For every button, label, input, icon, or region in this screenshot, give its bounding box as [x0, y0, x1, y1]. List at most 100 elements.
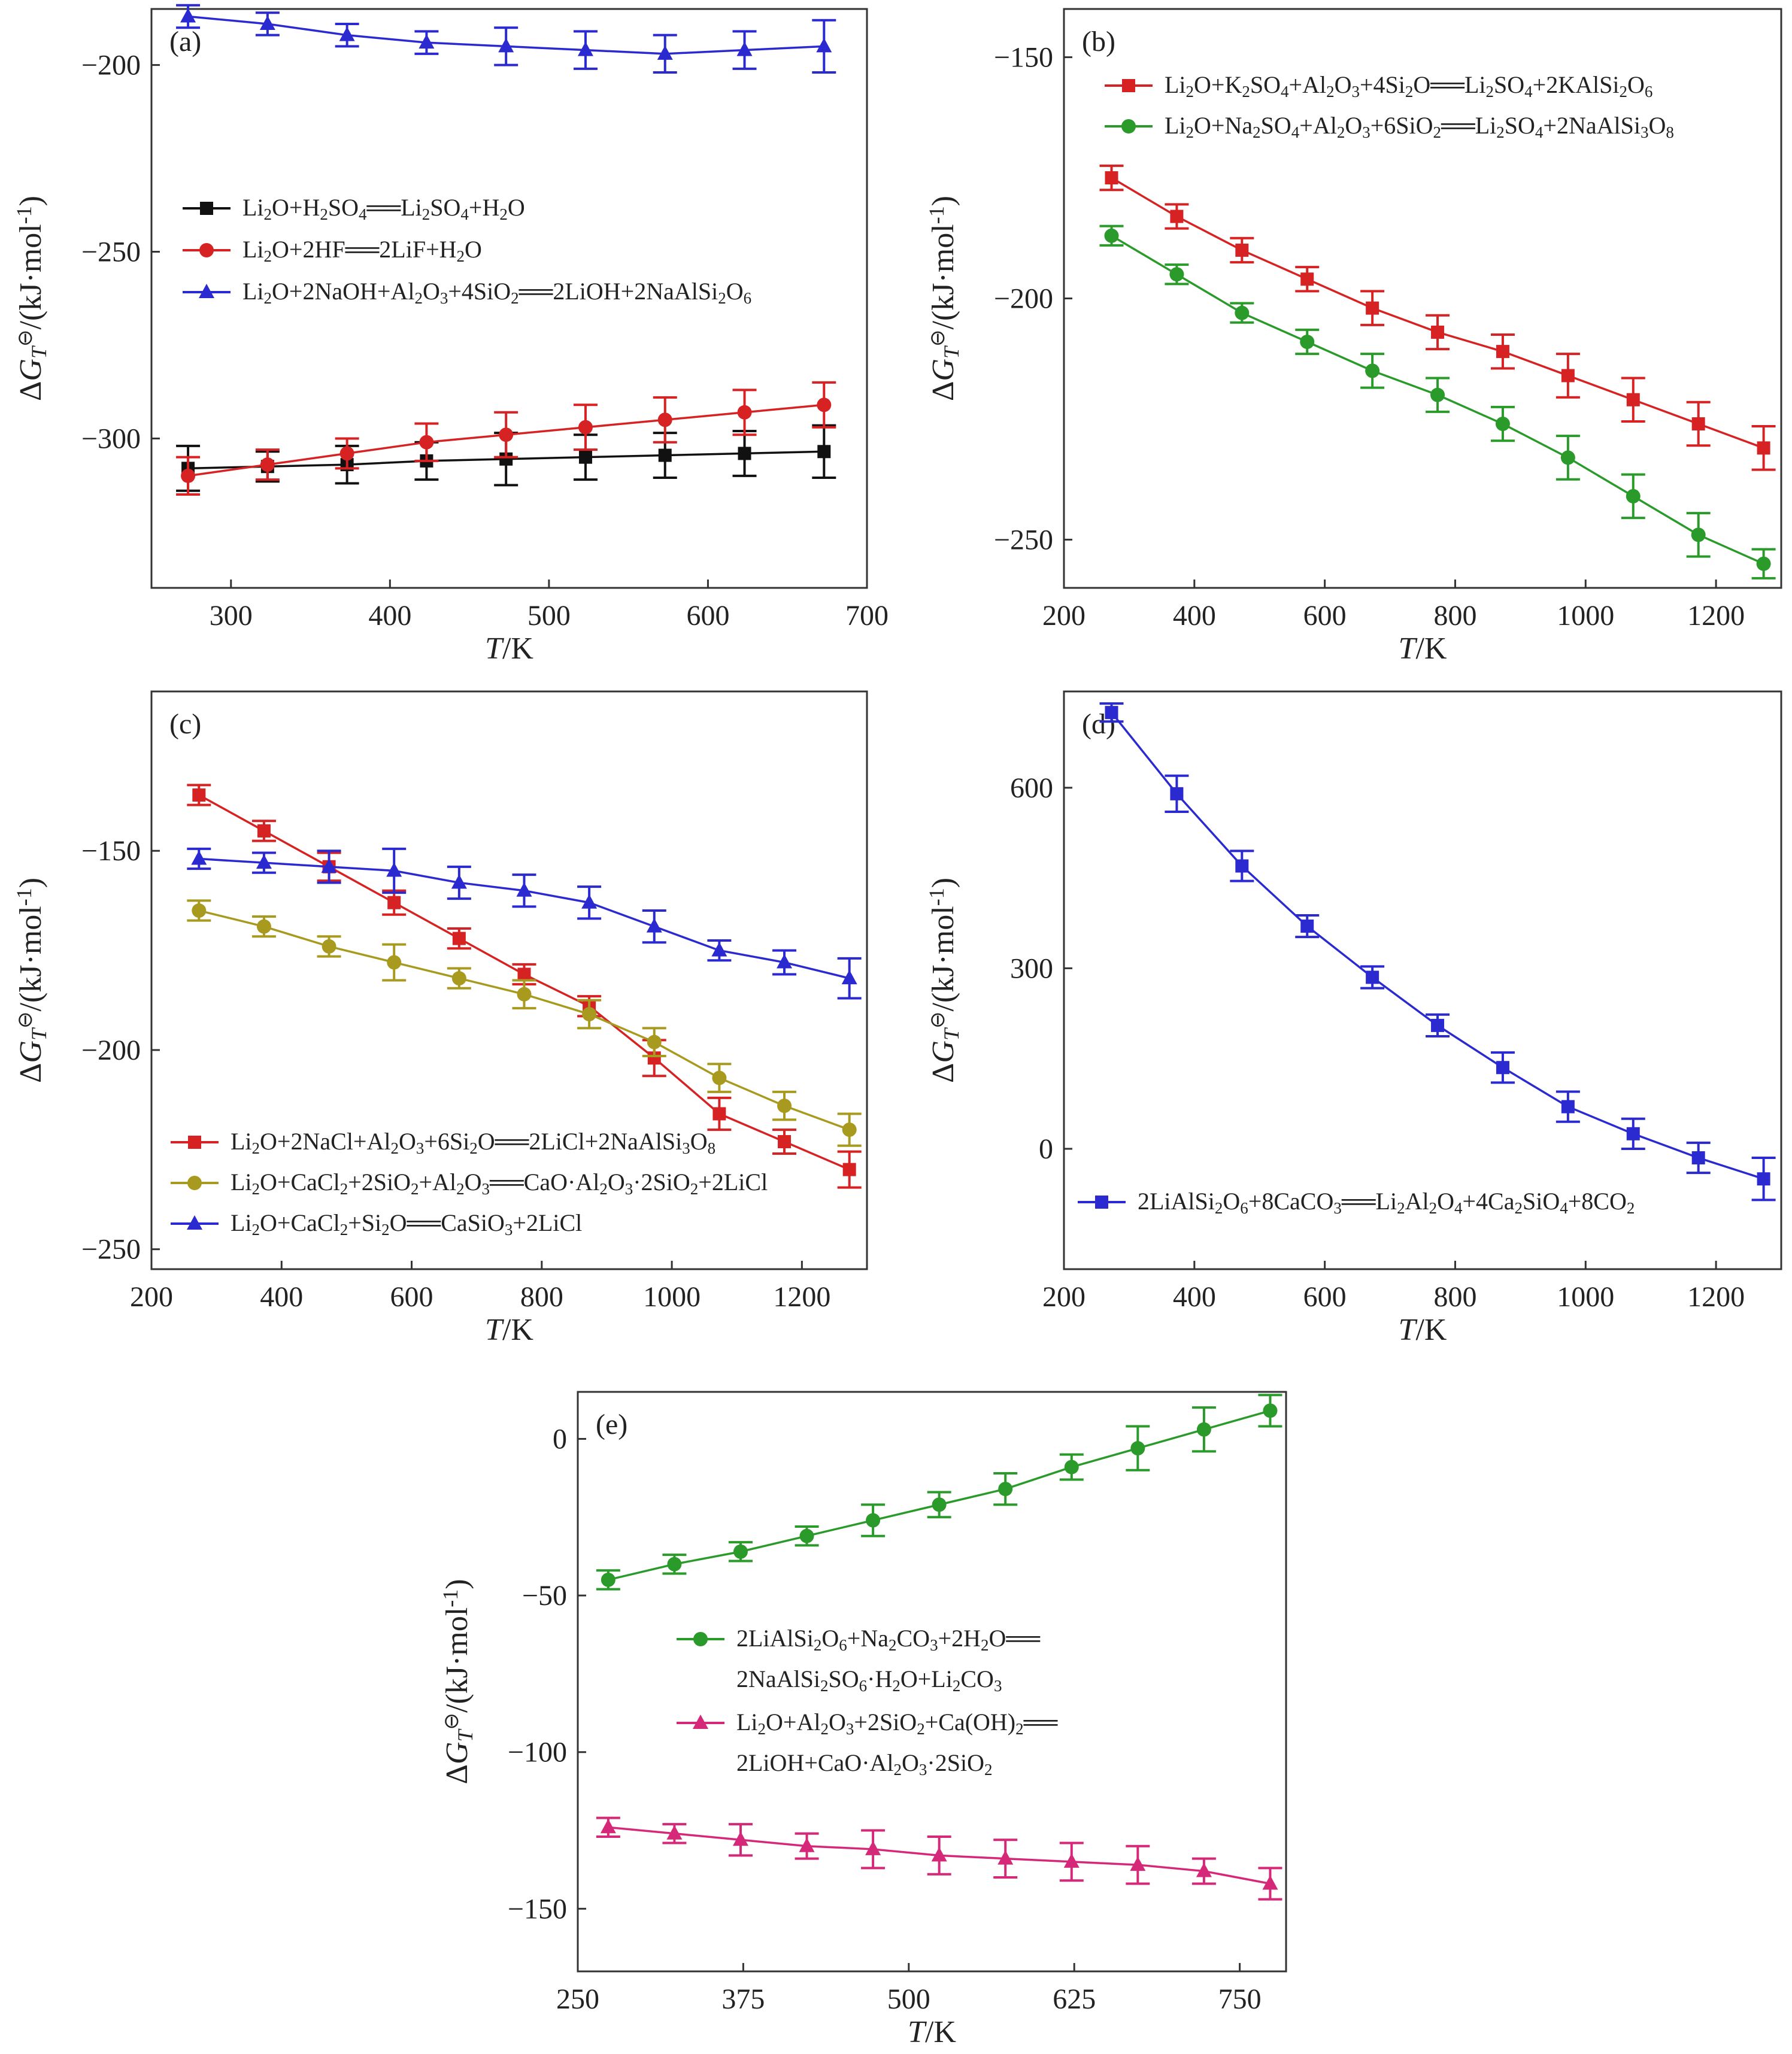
legend-entry: Li2O+2NaOH+Al2O3+4SiO2══2LiOH+2NaAlSi2O6 — [183, 278, 751, 307]
x-tick-label: 1000 — [1557, 600, 1614, 632]
y-tick-label: −100 — [508, 1737, 567, 1768]
data-point — [732, 1831, 748, 1846]
y-tick-label: −200 — [81, 1034, 141, 1066]
data-point — [1431, 325, 1445, 339]
legend-marker — [693, 1632, 708, 1646]
data-point — [1169, 267, 1184, 282]
data-point — [998, 1482, 1013, 1497]
y-tick-label: −150 — [508, 1893, 567, 1925]
panel-label: (a) — [169, 26, 201, 57]
data-point — [578, 450, 592, 464]
x-tick-label: 200 — [1042, 1281, 1085, 1313]
legend-label: Li2O+Al2O3+2SiO2+Ca(OH)2══ — [736, 1709, 1058, 1738]
x-tick-label: 400 — [260, 1281, 303, 1313]
data-point — [419, 34, 435, 49]
legend: Li2O+K2SO4+Al2O3+4Si2O══Li2SO4+2KAlSi2O6… — [1105, 71, 1674, 141]
data-point — [499, 427, 514, 442]
series-1 — [1099, 702, 1776, 1202]
data-point — [799, 1528, 814, 1543]
data-point — [1691, 417, 1705, 431]
x-tick-label: 600 — [390, 1281, 433, 1313]
data-point — [1496, 345, 1509, 359]
legend-label: Li2O+CaCl2+Si2O══CaSiO3+2LiCl — [231, 1209, 582, 1239]
data-point — [191, 850, 207, 865]
data-point — [339, 26, 355, 41]
chart-panel-e: 250 375 500 625 750 0 −50 −100 −150 T/K ΔGT⊖/(kJ·m… — [438, 1391, 1287, 2049]
data-point — [1561, 369, 1575, 383]
data-point — [1757, 1172, 1770, 1186]
data-point — [647, 1034, 662, 1049]
data-point — [816, 38, 832, 53]
plot-frame — [150, 8, 868, 589]
data-point — [667, 1557, 682, 1571]
data-point — [712, 1107, 726, 1121]
x-axis-label: T/K — [485, 1313, 533, 1347]
data-point — [1235, 243, 1249, 257]
data-point — [658, 448, 672, 462]
data-point — [600, 1819, 616, 1834]
series-3 — [187, 847, 862, 1000]
data-point — [817, 445, 831, 459]
data-point — [256, 919, 271, 934]
x-tick-label: 200 — [1042, 600, 1085, 632]
x-tick-label: 1200 — [1687, 600, 1745, 632]
x-tick-label: 200 — [130, 1281, 173, 1313]
panel-label: (c) — [169, 708, 201, 740]
legend-entry: Li2O+K2SO4+Al2O3+4Si2O══Li2SO4+2KAlSi2O6 — [1105, 71, 1652, 101]
legend-label: 2NaAlSi2SO6·H2O+Li2CO3 — [736, 1665, 1002, 1695]
y-tick-label: −250 — [81, 236, 141, 268]
data-point — [1300, 920, 1314, 933]
data-point — [1105, 171, 1118, 185]
series-line — [198, 909, 850, 1131]
data-point — [1626, 489, 1641, 503]
legend-entry: Li2O+CaCl2+Si2O══CaSiO3+2LiCl — [171, 1209, 582, 1239]
data-point — [1691, 1151, 1705, 1165]
data-point — [1626, 393, 1640, 406]
legend: Li2O+2NaCl+Al2O3+6Si2O══2LiCl+2NaAlSi3O8… — [171, 1128, 768, 1239]
data-point — [1105, 706, 1118, 720]
y-tick-label: 0 — [553, 1423, 567, 1455]
data-point — [1196, 1862, 1212, 1877]
series-2 — [596, 1816, 1282, 1901]
data-point — [601, 1572, 615, 1587]
data-point — [997, 1850, 1014, 1865]
data-point — [1104, 228, 1119, 243]
data-point — [1366, 301, 1379, 315]
data-point — [499, 452, 513, 466]
legend-entry: 2LiAlSi2O6+Na2CO3+2H2O══ 2NaAlSi2SO6·H2O+… — [677, 1625, 1041, 1695]
y-tick-label: −300 — [81, 423, 141, 454]
series-3 — [176, 4, 836, 74]
data-point — [1130, 1441, 1145, 1456]
chart-panel-d: 200 400 600 800 1000 1200 600 300 0 T/K ΔGT⊖/(kJ·m… — [924, 690, 1782, 1347]
chart-panel-a: 300 400 500 600 700 −200 −250 −300 T/K ΔGT⊖/(kJ·m… — [12, 4, 889, 666]
data-point — [1757, 441, 1770, 455]
data-point — [841, 970, 857, 985]
data-point — [1366, 970, 1379, 984]
data-point — [1263, 1403, 1278, 1418]
y-tick-label: −50 — [522, 1580, 567, 1612]
data-point — [738, 447, 751, 460]
data-point — [842, 1122, 857, 1137]
legend-marker — [693, 1715, 708, 1729]
legend-label: 2LiAlSi2O6+8CaCO3══Li2Al2O4+4Ca2SiO4+8CO… — [1138, 1188, 1635, 1217]
data-point — [582, 1007, 597, 1022]
y-axis-label: ΔGT⊖/(kJ·mol-1) — [438, 1579, 477, 1784]
data-point — [1496, 1061, 1509, 1075]
x-tick-label: 700 — [845, 600, 889, 632]
y-axis-label: ΔGT⊖/(kJ·mol-1) — [12, 196, 51, 401]
y-tick-label: −150 — [81, 835, 141, 867]
legend-label: Li2O+K2SO4+Al2O3+4Si2O══Li2SO4+2KAlSi2O6 — [1165, 71, 1652, 101]
data-point — [577, 41, 593, 56]
legend-marker — [200, 202, 213, 215]
x-tick-label: 375 — [721, 1983, 765, 2015]
data-point — [387, 896, 401, 909]
data-point — [778, 1135, 792, 1149]
data-point — [1170, 787, 1184, 800]
y-axis-label: ΔGT⊖/(kJ·mol-1) — [924, 878, 963, 1083]
x-tick-label: 600 — [1303, 600, 1347, 632]
data-point — [1130, 1856, 1146, 1871]
x-tick-label: 400 — [368, 600, 411, 632]
data-point — [1235, 305, 1250, 320]
series-1 — [1099, 164, 1776, 471]
legend-label: Li2O+2NaCl+Al2O3+6Si2O══2LiCl+2NaAlSi3O8 — [231, 1128, 715, 1157]
